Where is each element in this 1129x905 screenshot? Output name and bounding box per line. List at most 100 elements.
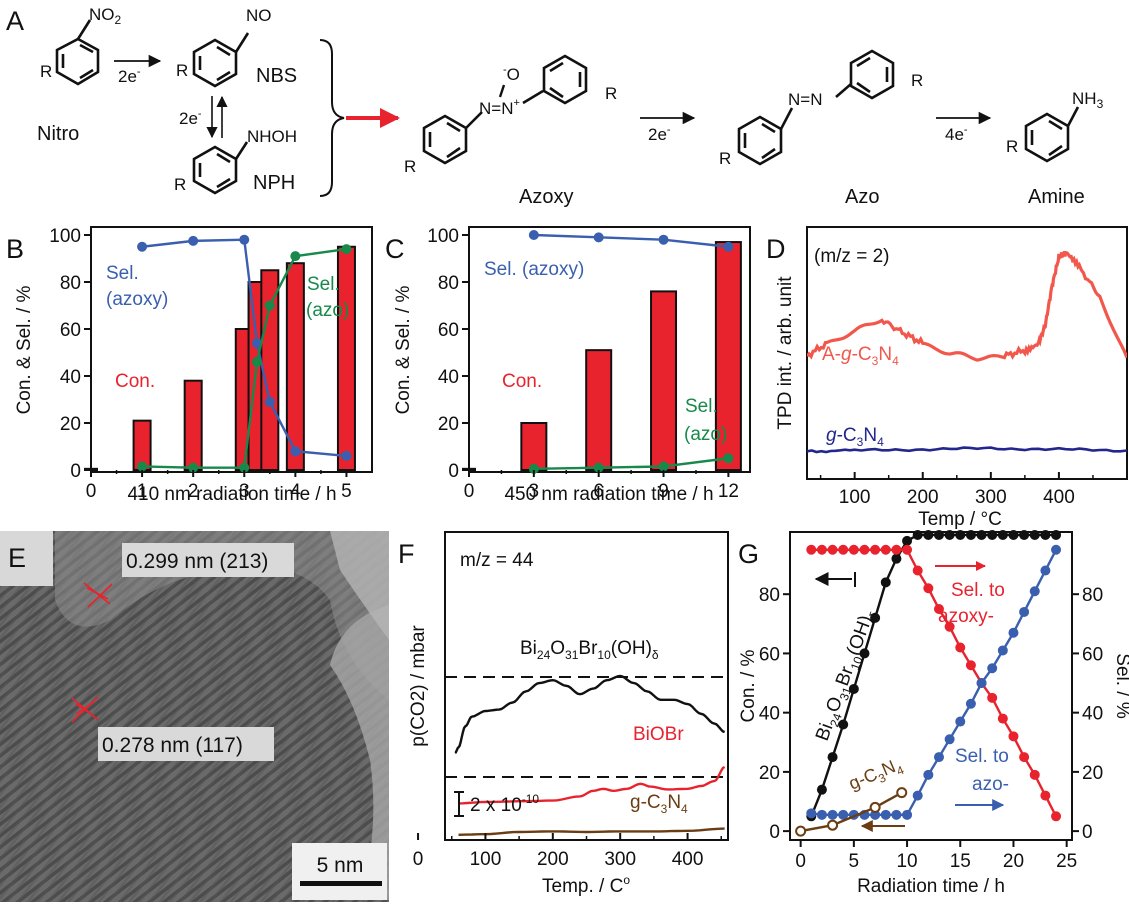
y-tick-label-left: 40 <box>759 704 780 725</box>
x-tick-label: 0 <box>86 481 97 502</box>
y-tick-label-left: 0 <box>769 822 780 843</box>
label-sel-azo-g-2: azo- <box>972 774 1009 795</box>
scale-bar-f-label: 2 x 10-10 <box>470 792 539 816</box>
series-point-0 <box>264 396 275 407</box>
amine-substituent: NH3 <box>1072 89 1104 111</box>
g-point-1 <box>816 544 827 555</box>
g-point-3 <box>795 825 807 837</box>
azo-molecule: N=N R R Azo <box>719 49 923 208</box>
y-tick-label: 100 <box>427 226 459 247</box>
bar-con <box>520 422 548 471</box>
label-a-gcn: A-g-C3N4 <box>822 344 899 368</box>
g-point-1 <box>1040 790 1051 801</box>
x-tick-label: 5 <box>849 851 860 872</box>
series-point-0 <box>593 232 604 243</box>
series-line-1 <box>533 457 729 471</box>
amine-r-group: R <box>1006 137 1018 156</box>
g-point-0 <box>923 529 934 540</box>
g-point-1 <box>891 544 902 555</box>
bar-con <box>585 349 613 471</box>
y-tick-label: 0 <box>70 461 81 482</box>
y-tick-label-left: 60 <box>759 644 780 665</box>
x-axis-label-d: Temp / °C <box>918 509 1002 530</box>
x-tick-label: 0 <box>464 481 475 502</box>
nitro-ring <box>55 37 100 86</box>
g-point-2 <box>933 752 944 763</box>
g-line-3 <box>800 791 903 833</box>
y-tick-label: 100 <box>49 226 81 247</box>
series-point-1 <box>723 453 734 464</box>
g-point-0 <box>816 784 827 795</box>
y-tick-label: 20 <box>60 414 81 435</box>
series-c <box>528 230 734 474</box>
y-tick-label-right: 80 <box>1082 585 1103 606</box>
label-sel-azo-g: Sel. to <box>955 746 1009 767</box>
panel-label-g: G <box>738 539 759 569</box>
label-sel-azoxy-c: Sel. (azoxy) <box>484 259 584 280</box>
g-point-0 <box>976 529 987 540</box>
label-sel-azo-c: Sel. <box>685 396 718 417</box>
y-tick-label-right: 0 <box>1082 822 1093 843</box>
series-point-0 <box>290 446 301 457</box>
nph-r-group: R <box>174 175 186 194</box>
nph-name: NPH <box>253 172 295 194</box>
nbs-r-group: R <box>176 61 188 80</box>
bars-b <box>84 245 356 472</box>
g-point-2 <box>976 678 987 689</box>
label-bi24-f: Bi24O31Br10(OH)δ <box>520 638 659 662</box>
g-point-0 <box>870 612 881 623</box>
panel-label-e: E <box>8 543 26 573</box>
lattice-marker-2 <box>71 696 99 723</box>
ticks-b: 0 20 40 60 80 100 0 1 2 3 4 5 <box>49 226 351 502</box>
x-tick-label: 200 <box>907 487 939 508</box>
x-tick-label: 1 <box>137 481 148 502</box>
x-tick-label: 3 <box>239 481 250 502</box>
g-point-0 <box>902 535 913 546</box>
g-point-1 <box>838 544 849 555</box>
nbs-name: NBS <box>256 65 297 87</box>
g-point-1 <box>848 544 859 555</box>
y-tick-label: 60 <box>438 320 459 341</box>
azoxy-r-right: R <box>605 84 617 103</box>
azo-r-right: R <box>911 71 923 90</box>
g-point-0 <box>880 577 891 588</box>
series-g <box>795 529 1062 837</box>
g-point-1 <box>827 544 838 555</box>
nitro-name: Nitro <box>37 123 79 145</box>
label-sel-azoxy-b: Sel. <box>106 263 139 284</box>
series-line-0 <box>533 233 729 248</box>
series-point-1 <box>658 461 669 472</box>
y-tick-label-left: 20 <box>759 763 780 784</box>
x-tick-label: 12 <box>718 481 739 502</box>
amine-molecule: NH3 R Amine <box>1006 89 1104 208</box>
y-tick-label-right: 20 <box>1082 763 1103 784</box>
co2-curve-2 <box>458 827 725 836</box>
y-tick-label: 0 <box>448 461 459 482</box>
axes-frame-d <box>806 226 1128 480</box>
g-point-2 <box>806 808 817 819</box>
label-sel-azoxy-b-2: (azoxy) <box>106 289 168 310</box>
nbs-substituent: NO <box>246 6 272 25</box>
g-point-2 <box>827 809 838 820</box>
nph-substituent: NHOH <box>247 127 297 146</box>
y-tick-label-right: 60 <box>1082 644 1103 665</box>
g-point-2 <box>965 698 976 709</box>
ticks-c: 0 20 40 60 80 100 0 3 6 9 12 <box>427 226 739 502</box>
co2-curve-0 <box>454 674 726 754</box>
azoxy-ring-right <box>542 54 588 105</box>
g-point-0 <box>1029 529 1040 540</box>
g-point-2 <box>912 790 923 801</box>
g-point-0 <box>827 752 838 763</box>
series-f <box>454 674 726 836</box>
g-point-2 <box>902 809 913 820</box>
g-point-2 <box>1040 565 1051 576</box>
azoxy-name: Azoxy <box>519 186 573 208</box>
label-con-c: Con. <box>502 371 542 392</box>
azo-r-left: R <box>719 149 731 168</box>
series-point-1 <box>290 251 301 262</box>
label-gcn-d: g-C3N4 <box>826 425 884 449</box>
bar-con <box>183 379 203 472</box>
x-tick-label: 3 <box>529 481 540 502</box>
